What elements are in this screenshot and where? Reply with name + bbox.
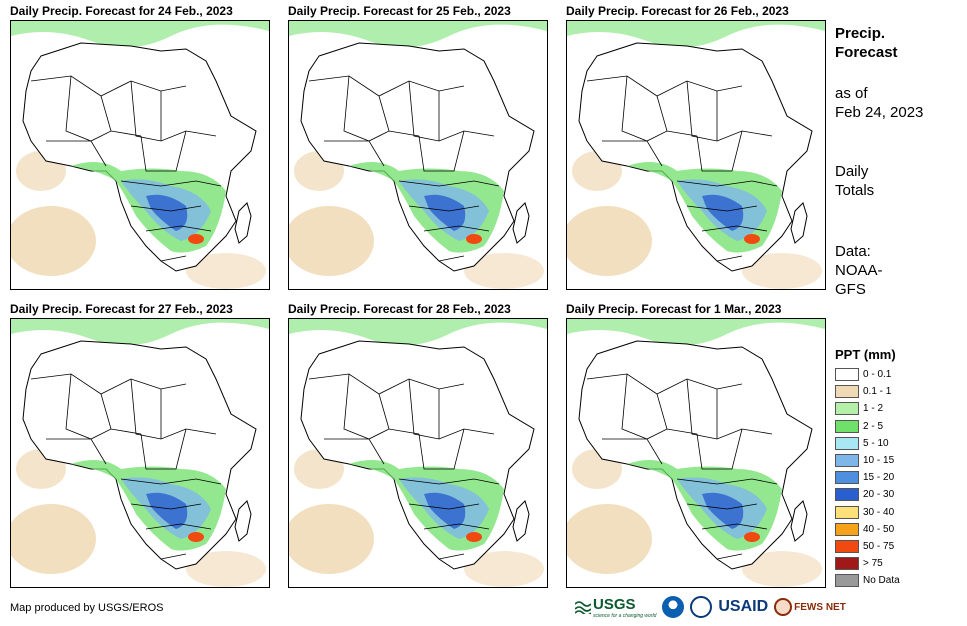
- legend-label: 50 - 75: [863, 540, 895, 552]
- panel-title: Daily Precip. Forecast for 25 Feb., 2023: [288, 4, 511, 18]
- precip-map: [288, 318, 548, 588]
- legend-label: 20 - 30: [863, 489, 895, 501]
- legend-label: 0.1 - 1: [863, 386, 892, 398]
- panel-title: Daily Precip. Forecast for 27 Feb., 2023: [10, 302, 233, 316]
- legend-label: 40 - 50: [863, 523, 895, 535]
- legend-label: 1 - 2: [863, 403, 884, 415]
- precip-map: [10, 20, 270, 290]
- legend-swatch: [835, 539, 859, 553]
- precip-map: [10, 318, 270, 588]
- africa-map-graphic: [11, 319, 269, 587]
- precip-map: [288, 20, 548, 290]
- africa-map-graphic: [289, 319, 547, 587]
- data-source-line: Data:: [835, 243, 871, 260]
- legend-swatch: [835, 574, 859, 588]
- asof-date: Feb 24, 2023: [835, 104, 924, 121]
- panel-title: Daily Precip. Forecast for 24 Feb., 2023: [10, 4, 233, 18]
- fews-text: FEWS NET: [794, 601, 846, 613]
- legend-swatch: [835, 505, 859, 519]
- map-credit: Map produced by USGS/EROS: [10, 602, 164, 614]
- usgs-logo: USGS science for a changing world: [575, 596, 656, 619]
- fews-globe-icon: [774, 598, 793, 616]
- noaa-logo-icon: [662, 596, 685, 618]
- legend-item: 30 - 40: [835, 504, 900, 521]
- legend-item: > 75: [835, 555, 900, 572]
- legend-swatch: [835, 488, 859, 502]
- legend-swatch: [835, 436, 859, 450]
- legend-item: 15 - 20: [835, 469, 900, 486]
- info-totals: Daily Totals: [835, 162, 874, 200]
- legend-swatch: [835, 368, 859, 382]
- panel-title: Daily Precip. Forecast for 26 Feb., 2023: [566, 4, 789, 18]
- legend-item: 10 - 15: [835, 452, 900, 469]
- legend-swatch: [835, 385, 859, 399]
- legend-swatch: [835, 557, 859, 571]
- partner-logos: USGS science for a changing world USAID …: [575, 594, 846, 620]
- legend-label: 10 - 15: [863, 455, 895, 467]
- legend-swatch: [835, 522, 859, 536]
- info-data-source: Data: NOAA- GFS: [835, 242, 883, 299]
- precip-map: [566, 20, 826, 290]
- totals-line: Totals: [835, 182, 875, 199]
- legend-swatch: [835, 402, 859, 416]
- africa-map-graphic: [11, 21, 269, 289]
- legend-item: 20 - 30: [835, 486, 900, 503]
- info-title-line: Forecast: [835, 44, 898, 61]
- data-source-line: GFS: [835, 281, 866, 298]
- legend-swatch: [835, 419, 859, 433]
- usgs-wave-icon: [575, 601, 591, 614]
- legend-label: No Data: [863, 575, 900, 587]
- legend-item: 5 - 10: [835, 435, 900, 452]
- usgs-tagline: science for a changing world: [593, 612, 657, 619]
- legend-label: 2 - 5: [863, 420, 884, 432]
- panel-title: Daily Precip. Forecast for 28 Feb., 2023: [288, 302, 511, 316]
- legend-item: No Data: [835, 572, 900, 589]
- legend-item: 0 - 0.1: [835, 366, 900, 383]
- fews-net-logo: FEWS NET: [774, 598, 846, 616]
- legend-swatch: [835, 471, 859, 485]
- usaid-seal-icon: [690, 596, 713, 618]
- legend-label: 15 - 20: [863, 472, 895, 484]
- totals-line: Daily: [835, 163, 869, 180]
- legend-item: 1 - 2: [835, 400, 900, 417]
- legend-label: 0 - 0.1: [863, 369, 892, 381]
- africa-map-graphic: [289, 21, 547, 289]
- info-title: Precip. Forecast: [835, 24, 898, 62]
- legend-label: > 75: [863, 558, 883, 570]
- usaid-logo: USAID: [718, 598, 769, 615]
- legend-item: 50 - 75: [835, 538, 900, 555]
- legend-label: 30 - 40: [863, 506, 895, 518]
- legend: PPT (mm) 0 - 0.1 0.1 - 1 1 - 2 2 - 5 5 - 10 1…: [835, 347, 900, 589]
- info-asof: as of Feb 24, 2023: [835, 84, 923, 122]
- legend-item: 2 - 5: [835, 418, 900, 435]
- africa-map-graphic: [567, 319, 825, 587]
- data-source-line: NOAA-: [835, 262, 883, 279]
- legend-item: 40 - 50: [835, 521, 900, 538]
- asof-line: as of: [835, 85, 868, 102]
- usgs-text: USGS: [593, 595, 636, 613]
- legend-item: 0.1 - 1: [835, 383, 900, 400]
- legend-swatch: [835, 454, 859, 468]
- precip-map: [566, 318, 826, 588]
- legend-title: PPT (mm): [835, 347, 896, 362]
- info-title-line: Precip.: [835, 25, 886, 42]
- africa-map-graphic: [567, 21, 825, 289]
- legend-label: 5 - 10: [863, 437, 889, 449]
- panel-title: Daily Precip. Forecast for 1 Mar., 2023: [566, 302, 782, 316]
